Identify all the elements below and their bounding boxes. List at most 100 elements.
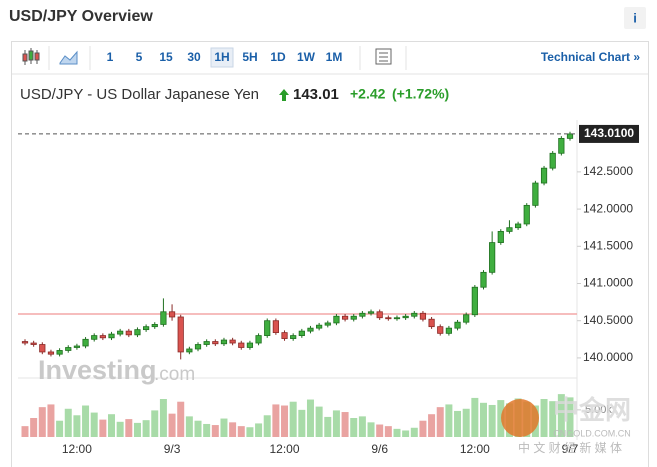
candle-body [21, 341, 29, 344]
volume-bar [108, 414, 116, 437]
volume-bar [358, 416, 366, 437]
x-tick-label: 12:00 [460, 442, 490, 456]
candle-body [350, 315, 357, 320]
volume-bar [82, 405, 90, 437]
volume-bar [99, 419, 107, 437]
price-change-percent: (+1.72%) [392, 86, 449, 102]
candle-body [333, 315, 340, 324]
candle-body [341, 315, 349, 320]
last-price-box [579, 124, 639, 143]
y-tick-label: 141.0000 [583, 276, 633, 290]
candle-body [532, 182, 539, 206]
candle-body [255, 335, 262, 344]
candle-body [558, 137, 565, 154]
area-icon[interactable] [59, 50, 78, 65]
candle-body [316, 324, 323, 329]
volume-bar [142, 420, 150, 437]
candle-body [454, 321, 461, 329]
widget-frame [11, 41, 649, 467]
volume-bar [376, 424, 384, 437]
candle-body [203, 341, 210, 345]
watermark-domain: CNGOLD.COM.CN [553, 428, 631, 438]
volume-bar [30, 418, 38, 437]
candle-body [411, 312, 418, 317]
x-tick-label: 9/3 [164, 442, 181, 456]
info-icon[interactable]: i [633, 10, 637, 25]
volume-bar [445, 404, 453, 437]
candle-body [290, 335, 297, 339]
info-button[interactable] [624, 7, 646, 29]
widget-title: USD/JPY Overview [9, 8, 153, 25]
candle-body [428, 318, 435, 328]
volume-bar [125, 419, 133, 437]
volume-bar [21, 426, 29, 437]
candle-body [514, 223, 522, 229]
volume-bar [298, 409, 306, 437]
candle-body [324, 322, 331, 326]
candle-body [246, 342, 254, 348]
technical-chart-link[interactable]: Technical Chart » [541, 50, 640, 64]
candle-body [523, 204, 530, 225]
volume-bar [497, 400, 505, 437]
candle-body [506, 227, 513, 232]
volume-bar [159, 399, 167, 437]
volume-bar [133, 422, 141, 437]
volume-bar [566, 397, 574, 437]
volume-bar [90, 412, 98, 437]
volume-bar [454, 410, 462, 437]
candle-body [91, 335, 98, 340]
volume-bar [471, 397, 479, 437]
volume-bar [341, 412, 349, 437]
volume-bar [168, 413, 176, 437]
candle-body [445, 327, 452, 334]
volume-bar [306, 399, 314, 437]
volume-bar [255, 423, 263, 437]
candle-body [489, 242, 496, 273]
candle-body [298, 330, 305, 336]
candle-body [385, 317, 392, 320]
volume-bar [350, 418, 358, 437]
volume-bar [462, 408, 470, 437]
interval-button[interactable]: 15 [159, 50, 173, 64]
candle-body [480, 271, 487, 288]
candle-body [125, 330, 132, 336]
candle-body [220, 339, 228, 345]
interval-button[interactable]: 1M [326, 50, 343, 64]
candle-body [540, 167, 548, 184]
interval-button[interactable]: 5H [242, 50, 257, 64]
interval-button[interactable]: 1D [270, 50, 286, 64]
y-tick-label: 142.0000 [583, 201, 633, 215]
interval-button[interactable]: 30 [187, 50, 201, 64]
candle-icon[interactable] [22, 48, 40, 65]
x-tick-label: 9/7 [562, 442, 579, 456]
candle-body [82, 338, 89, 347]
interval-button[interactable]: 1H [214, 50, 229, 64]
last-price-label: 143.0100 [584, 126, 634, 140]
volume-bar [315, 406, 323, 437]
candle-body [160, 311, 167, 325]
candle-body [134, 329, 141, 336]
volume-bar [38, 407, 46, 437]
volume-bar [203, 423, 211, 437]
candle-body [264, 320, 271, 336]
investing-logo: Investing [38, 355, 157, 385]
interval-button[interactable]: 1 [107, 50, 114, 64]
interval-button[interactable]: 1W [297, 50, 316, 64]
candle-body [367, 311, 375, 314]
table-icon[interactable] [375, 48, 392, 65]
interval-button[interactable]: 5 [136, 50, 143, 64]
candle-body [30, 342, 37, 345]
candle-body [272, 320, 279, 334]
last-price: 143.01 [293, 86, 339, 103]
volume-bar [116, 421, 124, 437]
y-tick-label: 141.5000 [583, 238, 633, 252]
candle-body [549, 152, 556, 169]
candle-body [151, 324, 158, 328]
x-tick-label: 12:00 [62, 442, 92, 456]
volume-bar [64, 408, 72, 437]
candle-body [39, 344, 46, 353]
volume-bar [73, 415, 81, 437]
candle-body [186, 348, 193, 353]
candle-body [437, 326, 444, 334]
